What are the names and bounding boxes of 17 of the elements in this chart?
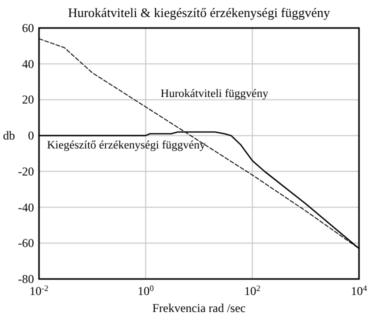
y-axis-title: db: [3, 128, 15, 143]
y-tick-label: 60: [22, 21, 34, 35]
y-tick-label: -60: [18, 236, 34, 250]
y-tick-label: 20: [22, 92, 34, 107]
x-tick-label: 10$^{0}$: [138, 284, 154, 298]
x-tick-label: 10$^{-2}$: [30, 284, 48, 298]
y-tick-label: -40: [18, 200, 34, 214]
x-tick-label: 10$^{2}$: [244, 284, 260, 298]
y-tick-label: -20: [18, 164, 34, 178]
series-label: Hurokátviteli függvény: [160, 88, 269, 100]
x-axis-title: Frekvencia rad /sec: [152, 301, 246, 315]
chart-title: Hurokátviteli & kiegészítő érzékenységi függvény: [68, 5, 331, 20]
y-tick-label: 0: [28, 128, 34, 143]
y-tick-label: 40: [22, 56, 34, 71]
y-tick-label: -80: [18, 272, 34, 286]
x-tick-label: 10$^{4}$: [350, 284, 368, 298]
series-label: Kiegészítő érzékenységi függvény: [47, 140, 206, 152]
